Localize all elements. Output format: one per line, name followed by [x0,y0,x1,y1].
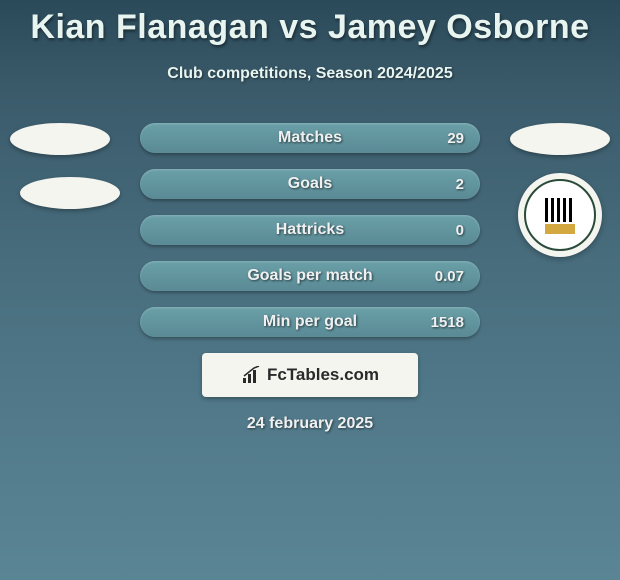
stat-label: Matches [278,129,342,147]
stat-value: 2 [456,176,464,193]
badge-stripes-icon [545,198,575,222]
stat-label: Goals per match [247,267,372,285]
stat-label: Hattricks [276,221,344,239]
logo-text: FcTables.com [241,365,379,385]
page-title: Kian Flanagan vs Jamey Osborne [0,0,620,47]
badge-gold-bar-icon [545,224,575,234]
avatar-placeholder-left-1 [10,123,110,155]
logo-label: FcTables.com [267,365,379,385]
bar-chart-icon [241,366,263,384]
season-subtitle: Club competitions, Season 2024/2025 [0,65,620,83]
stat-row-goals-per-match: Goals per match 0.07 [140,261,480,291]
avatar-placeholder-left-2 [20,177,120,209]
avatar-placeholder-right-1 [510,123,610,155]
stat-label: Min per goal [263,313,357,331]
club-badge-inner [524,179,596,251]
club-badge [518,173,602,257]
stat-value: 0.07 [435,268,464,285]
stat-row-hattricks: Hattricks 0 [140,215,480,245]
stat-value: 29 [447,130,464,147]
stat-rows: Matches 29 Goals 2 Hattricks 0 Goals per… [140,123,480,337]
stat-value: 0 [456,222,464,239]
logo-box: FcTables.com [202,353,418,397]
footer-date: 24 february 2025 [0,415,620,433]
stat-row-min-per-goal: Min per goal 1518 [140,307,480,337]
stats-area: Matches 29 Goals 2 Hattricks 0 Goals per… [0,123,620,433]
stat-value: 1518 [431,314,464,331]
stat-row-matches: Matches 29 [140,123,480,153]
stat-label: Goals [288,175,332,193]
stat-row-goals: Goals 2 [140,169,480,199]
